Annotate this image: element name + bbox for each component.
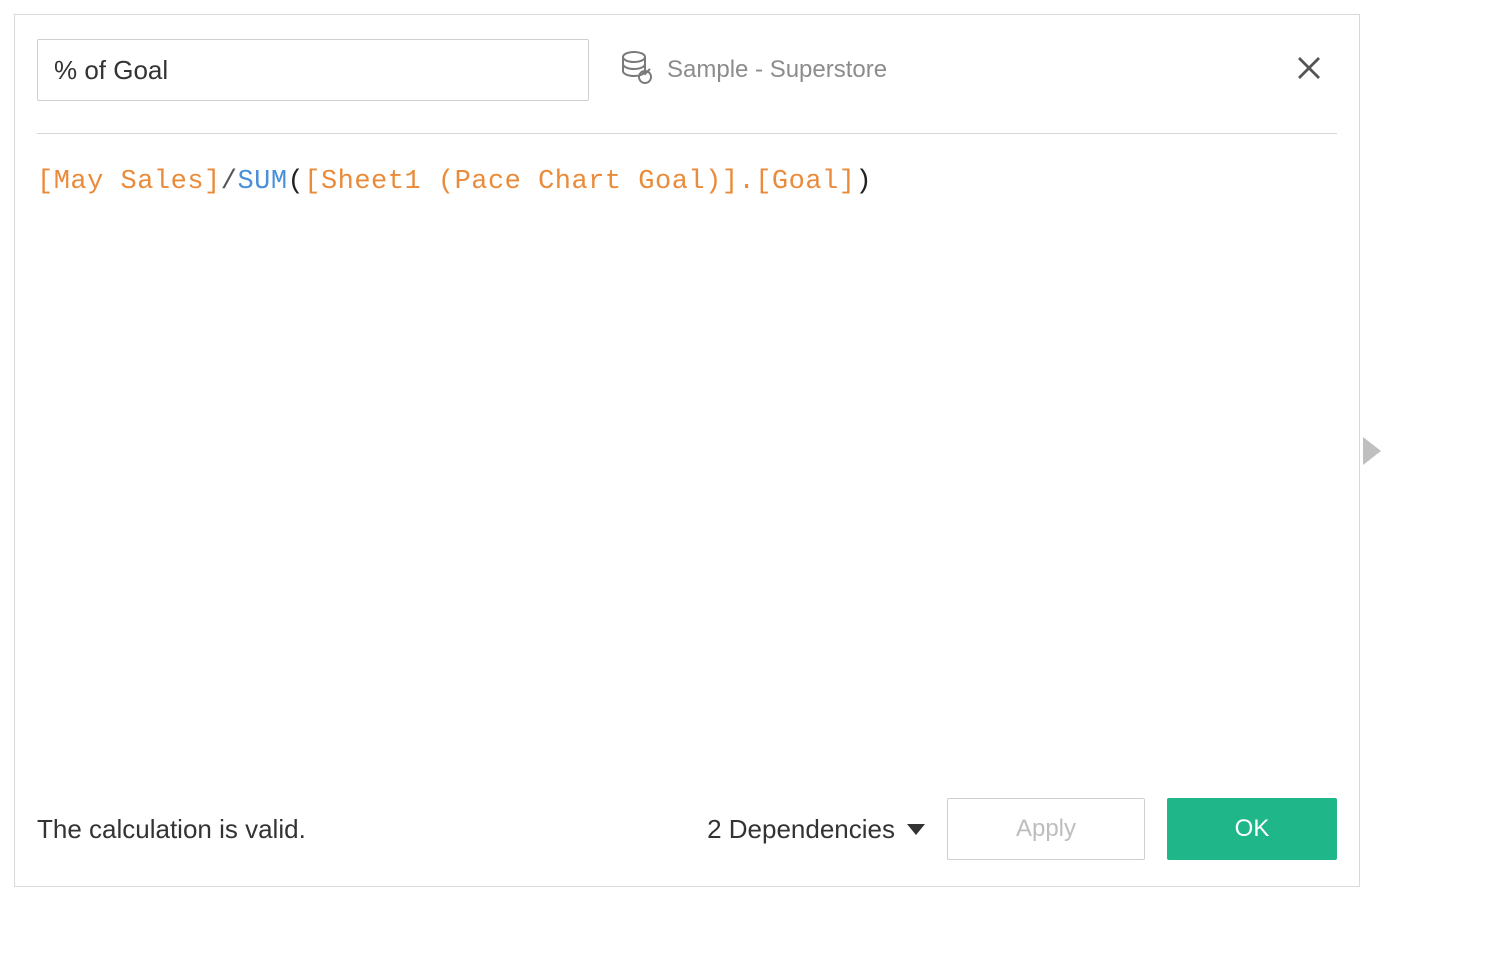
dependencies-dropdown[interactable]: 2 Dependencies bbox=[707, 814, 925, 845]
formula-token: [May Sales] bbox=[37, 167, 221, 197]
ok-button[interactable]: OK bbox=[1167, 798, 1337, 860]
formula-editor[interactable]: [May Sales]/SUM([Sheet1 (Pace Chart Goal… bbox=[15, 134, 1359, 798]
datasource-icon bbox=[617, 47, 657, 94]
formula-token: / bbox=[221, 167, 238, 197]
chevron-down-icon bbox=[907, 824, 925, 835]
datasource-label: Sample - Superstore bbox=[667, 56, 887, 84]
close-button[interactable] bbox=[1287, 48, 1331, 92]
apply-button[interactable]: Apply bbox=[947, 798, 1145, 860]
formula-token: SUM bbox=[237, 167, 287, 197]
formula-token: ) bbox=[855, 167, 872, 197]
dependencies-label: 2 Dependencies bbox=[707, 814, 895, 845]
expand-panel-handle[interactable] bbox=[1363, 437, 1381, 465]
dialog-footer: The calculation is valid. 2 Dependencies… bbox=[15, 798, 1359, 886]
apply-button-label: Apply bbox=[1016, 815, 1076, 843]
datasource-selector[interactable]: Sample - Superstore bbox=[617, 47, 887, 94]
ok-button-label: OK bbox=[1235, 815, 1270, 843]
formula-token: [Sheet1 (Pace Chart Goal)].[Goal] bbox=[304, 167, 855, 197]
dialog-header: Sample - Superstore bbox=[15, 15, 1359, 101]
formula-token: ( bbox=[288, 167, 305, 197]
validation-status: The calculation is valid. bbox=[37, 814, 306, 845]
close-icon bbox=[1294, 53, 1324, 88]
calculated-field-dialog: Sample - Superstore [May Sales]/SUM([She… bbox=[14, 14, 1360, 887]
field-name-input[interactable] bbox=[37, 39, 589, 101]
